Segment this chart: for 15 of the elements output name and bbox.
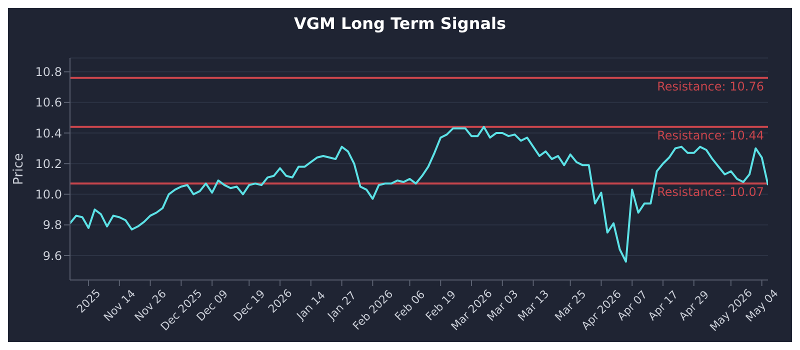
chart-title: VGM Long Term Signals [292, 13, 508, 35]
x-tick-label: Jan 14 [294, 288, 328, 324]
ref-line-label: Resistance: 10.76 [657, 79, 764, 94]
y-tick-label: 9.6 [42, 248, 62, 263]
ref-line-label: Resistance: 10.44 [657, 128, 764, 142]
y-axis-title: Price [12, 153, 27, 185]
y-tick-label: 9.8 [42, 218, 62, 232]
y-tick-label: 10.0 [35, 188, 62, 202]
line-series [70, 126, 768, 263]
y-tick-label: 10.8 [35, 65, 62, 80]
y-tick-label: 10.2 [35, 156, 62, 171]
y-tick-label: 10.6 [35, 96, 62, 110]
y-tick-label: 10.4 [35, 126, 62, 140]
x-tick-label: Dec 19 [231, 287, 268, 324]
ref-line-label: Resistance: 10.07 [657, 185, 764, 200]
